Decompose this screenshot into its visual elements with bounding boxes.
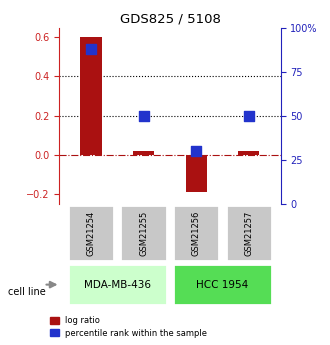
Bar bbox=[186, 155, 207, 192]
Bar bbox=[81, 37, 102, 155]
Text: GSM21255: GSM21255 bbox=[139, 210, 148, 256]
Point bbox=[88, 46, 94, 51]
Bar bbox=[173, 264, 272, 305]
Text: HCC 1954: HCC 1954 bbox=[196, 280, 249, 289]
Legend: log ratio, percentile rank within the sample: log ratio, percentile rank within the sa… bbox=[50, 316, 207, 338]
Title: GDS825 / 5108: GDS825 / 5108 bbox=[119, 12, 220, 25]
Bar bbox=[226, 205, 272, 261]
Text: GSM21256: GSM21256 bbox=[192, 210, 201, 256]
Point bbox=[194, 148, 199, 154]
Bar bbox=[68, 264, 167, 305]
Point bbox=[246, 113, 251, 118]
Text: cell line: cell line bbox=[8, 287, 46, 296]
Bar bbox=[238, 151, 259, 155]
Text: GSM21257: GSM21257 bbox=[245, 210, 253, 256]
Bar bbox=[68, 205, 114, 261]
Bar bbox=[133, 151, 154, 155]
Text: MDA-MB-436: MDA-MB-436 bbox=[84, 280, 151, 289]
Bar bbox=[173, 205, 219, 261]
Bar bbox=[120, 205, 167, 261]
Point bbox=[141, 113, 146, 118]
Text: GSM21254: GSM21254 bbox=[86, 210, 95, 256]
